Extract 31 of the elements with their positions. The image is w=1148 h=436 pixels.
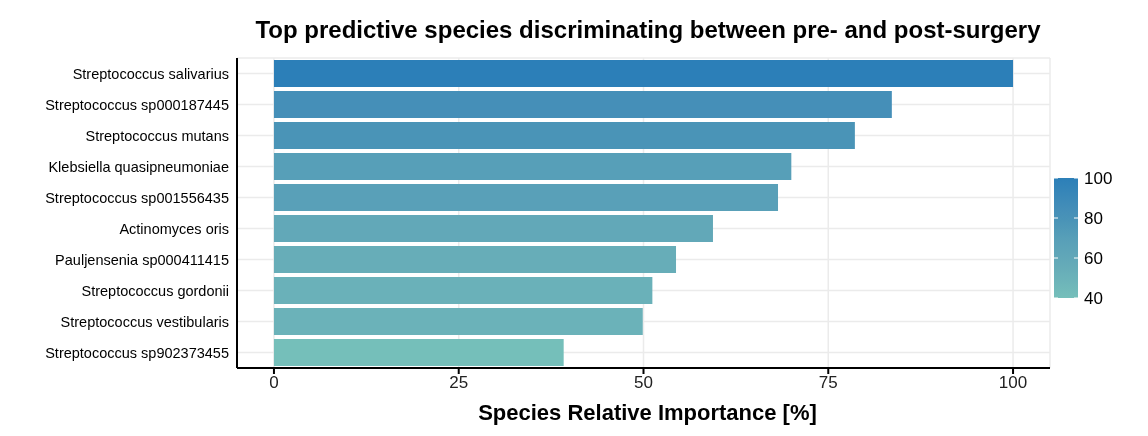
y-tick-label: Streptococcus sp000187445: [45, 96, 229, 113]
bar: [273, 246, 677, 273]
x-tick-label: 100: [998, 373, 1028, 393]
x-tick-label: 0: [269, 373, 279, 393]
y-tick-label: Actinomyces oris: [119, 220, 229, 237]
bar: [273, 60, 1014, 87]
color-bar-label: 40: [1084, 288, 1103, 308]
y-tick-label: Streptococcus gordonii: [81, 282, 229, 299]
x-tick-label: 75: [818, 373, 838, 393]
bar: [273, 91, 892, 118]
bar: [273, 153, 792, 180]
y-tick-label: Streptococcus sp902373455: [45, 344, 229, 361]
color-bar-label: 80: [1084, 208, 1103, 228]
bar: [273, 277, 653, 304]
y-tick-label: Streptococcus vestibularis: [60, 313, 229, 330]
bar: [273, 215, 713, 242]
y-tick-label: Pauljensenia sp000411415: [55, 251, 229, 268]
y-tick-label: Streptococcus sp001556435: [45, 189, 229, 206]
color-bar-label: 100: [1084, 168, 1113, 188]
x-tick-label: 25: [449, 373, 469, 393]
x-tick-label: 50: [634, 373, 653, 393]
x-axis-title: Species Relative Importance [%]: [477, 400, 818, 426]
bar: [273, 339, 564, 366]
y-tick-label: Klebsiella quasipneumoniae: [48, 158, 229, 175]
y-tick-label: Streptococcus salivarius: [72, 65, 229, 82]
bar: [273, 184, 779, 211]
y-tick-label: Streptococcus mutans: [85, 127, 229, 144]
bar: [273, 122, 855, 149]
bar: [273, 308, 643, 335]
chart-title: Top predictive species discriminating between pre- and post-surgery: [254, 16, 1042, 44]
color-bar-label: 60: [1084, 248, 1103, 268]
